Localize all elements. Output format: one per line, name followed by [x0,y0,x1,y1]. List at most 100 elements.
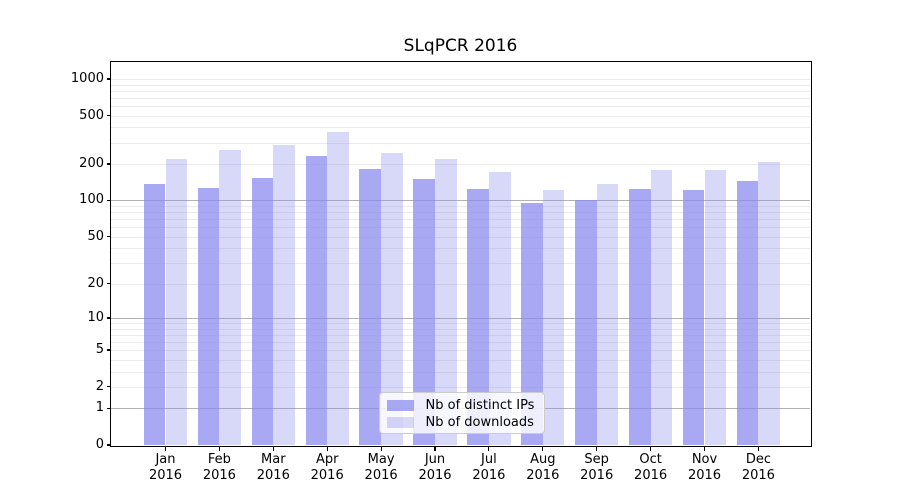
gridline-minor [111,328,810,330]
x-tick-label: Oct 2016 [619,452,683,483]
x-tick-mark [488,446,490,451]
gridline-minor [111,219,810,221]
gridline-minor [111,248,810,250]
x-tick-label: Aug 2016 [511,452,575,483]
bar-distinct-ips [628,188,651,445]
x-tick-year: 2016 [202,467,236,483]
y-tick-label: 5 [95,342,104,358]
y-tick-mark [106,317,111,319]
x-tick-month: Sep [584,452,609,467]
gridline-minor [111,236,810,238]
x-tick-month: Jul [481,452,497,467]
gridline-major [111,200,810,202]
x-tick-label: Jun 2016 [403,452,467,483]
gridline-minor [111,212,810,214]
bar-downloads [542,190,565,445]
x-tick-year: 2016 [418,467,452,483]
x-tick-mark [703,446,706,451]
legend-row-ips: Nb of distinct IPs [380,397,544,414]
x-tick-mark [272,446,274,451]
y-tick-mark [106,349,111,351]
y-tick-label: 1000 [70,70,104,86]
gridline-minor [111,323,810,324]
x-tick-month: Jan [155,452,176,467]
x-tick-year: 2016 [580,467,614,483]
x-tick-month: Aug [530,452,556,467]
y-tick-mark [106,444,111,446]
gridline-minor [111,359,810,361]
y-tick-mark [106,283,111,285]
gridline-minor [111,371,810,373]
plot-area [111,62,810,445]
x-tick-year: 2016 [310,467,344,483]
x-tick-label: Dec 2016 [726,452,790,483]
gridline-minor [111,115,810,117]
y-tick-label: 50 [87,228,104,244]
x-tick-year: 2016 [364,467,398,483]
chart-title: SLqPCR 2016 [403,36,518,56]
bar-distinct-ips [143,183,166,445]
legend-row-downloads: Nb of downloads [380,414,544,431]
bar-downloads [488,171,511,445]
x-tick-month: Mar [261,452,286,467]
gridline-minor [111,78,810,80]
x-tick-year: 2016 [472,467,506,483]
gridline-minor [111,350,810,352]
y-tick-label: 100 [79,192,104,208]
x-tick-year: 2016 [634,467,668,483]
bar-downloads [165,158,188,445]
bar-distinct-ips [736,180,759,445]
x-tick-month: Oct [639,452,662,467]
y-tick-mark [106,236,111,238]
y-tick-label: 2 [95,378,104,394]
x-tick-mark [434,446,436,451]
gridline-minor [111,127,810,129]
gridline-minor [111,90,810,92]
gridline-minor [111,97,810,99]
x-tick-mark [380,446,382,451]
gridline-minor [111,164,810,165]
x-tick-label: Feb 2016 [187,452,251,483]
gridline-minor [111,386,810,388]
x-tick-year: 2016 [256,467,290,483]
bar-distinct-ips [575,199,597,445]
x-tick-year: 2016 [526,467,560,483]
y-tick-label: 0 [95,437,104,452]
x-tick-label: Jul 2016 [457,452,521,483]
y-tick-label: 10 [87,309,104,325]
x-tick-label: May 2016 [349,452,413,483]
bar-distinct-ips [413,179,435,445]
bar-downloads [327,131,349,445]
gridline-minor [111,283,810,285]
x-tick-label: Jan 2016 [134,452,198,483]
bar-downloads [273,144,295,445]
x-tick-label: Mar 2016 [241,452,305,483]
x-tick-mark [650,446,652,451]
x-tick-label: Sep 2016 [565,452,629,483]
x-tick-mark [326,446,328,451]
bar-distinct-ips [305,155,328,445]
bar-downloads [219,150,242,445]
bar-distinct-ips [359,168,382,445]
x-tick-year: 2016 [148,467,183,483]
bar-distinct-ips [682,190,705,445]
bar-distinct-ips [251,178,274,445]
x-tick-mark [218,446,220,451]
x-tick-month: Feb [207,452,231,467]
bar-downloads [381,152,403,445]
gridline-minor [111,84,810,86]
y-tick-label: 1 [95,400,104,416]
x-tick-month: Dec [745,452,771,467]
y-tick-mark [106,407,111,409]
bar-downloads [596,183,619,445]
y-tick-label: 200 [79,156,104,171]
x-tick-mark [164,446,167,451]
bar-downloads [650,169,673,445]
y-tick-mark [106,115,111,117]
y-tick-mark [106,163,111,165]
gridline-minor [111,105,810,107]
gridline-minor [111,205,810,207]
gridline-minor [111,341,810,343]
legend-swatch-downloads-icon [386,417,414,428]
